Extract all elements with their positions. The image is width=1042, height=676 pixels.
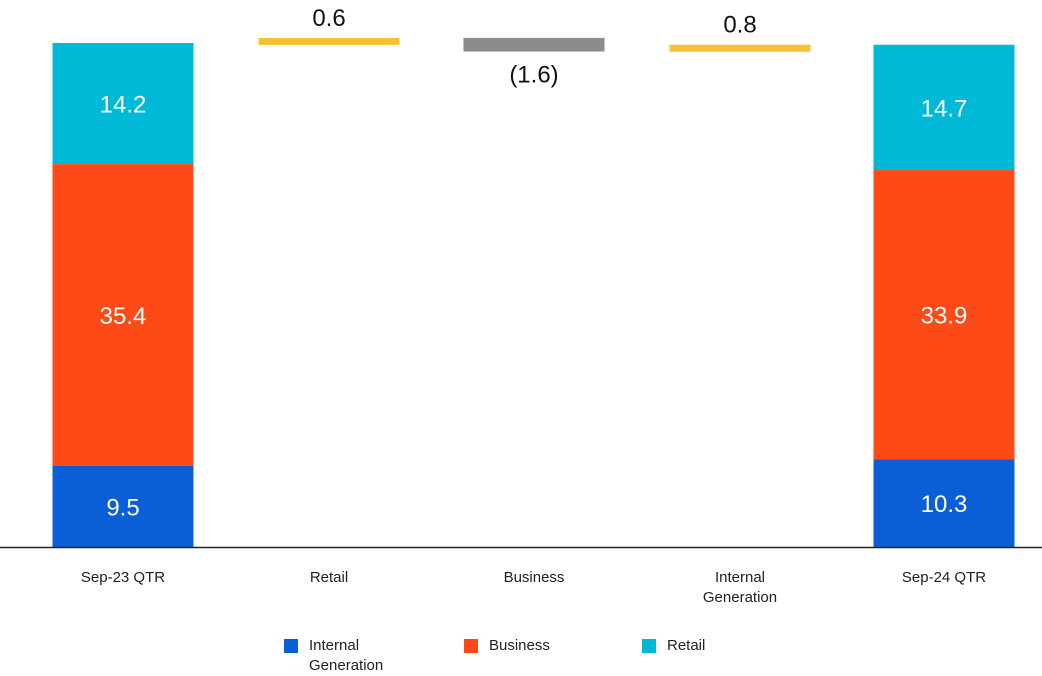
x-tick-label-retail: Retail [310, 569, 348, 586]
x-tick-label-sep-24-qtr: Sep-24 QTR [902, 569, 986, 586]
legend-item-retail: Retail [642, 636, 705, 656]
bar-sep-24-qtr-internal-generation [873, 459, 1015, 547]
delta-label-business: (1.6) [509, 62, 558, 89]
data-label-sep-23-qtr-internal-generation: 9.5 [106, 494, 139, 521]
waterfall-chart: 9.5 35.4 14.2 10.3 33.9 14.7 0.6 (1.6) 0.8 Sep-23… [0, 5, 1042, 606]
delta-bar-internal-generation [669, 44, 811, 52]
bar-sep-23-qtr-internal-generation [52, 465, 194, 547]
legend-item-internal-generation: Internal Generation [284, 636, 383, 676]
legend-label-retail: Retail [667, 637, 706, 654]
legend-swatch-retail [642, 639, 656, 653]
data-label-sep-24-qtr-internal-generation: 10.3 [921, 491, 968, 518]
x-tick-label-internal-generation: Internal Generation [703, 569, 777, 606]
delta-bar-retail [258, 37, 400, 45]
bar-sep-24-qtr-business [873, 170, 1015, 460]
data-label-sep-24-qtr-retail: 14.7 [921, 95, 968, 122]
delta-label-retail: 0.6 [312, 5, 345, 32]
delta-bar-business [463, 37, 605, 52]
legend-label-internal-generation: Internal Generation [309, 637, 384, 674]
data-label-sep-23-qtr-business: 35.4 [100, 303, 147, 330]
x-tick-label-business: Business [504, 569, 565, 586]
delta-label-internal-generation: 0.8 [723, 12, 756, 39]
legend-label-business: Business [489, 637, 550, 654]
bar-sep-24-qtr-retail [873, 44, 1015, 171]
legend-swatch-internal-generation [284, 639, 298, 653]
data-label-sep-23-qtr-retail: 14.2 [100, 92, 147, 119]
chart-legend: Internal Generation Business Retail [0, 636, 1042, 676]
data-label-sep-24-qtr-business: 33.9 [921, 303, 968, 330]
legend-item-business: Business [464, 636, 550, 656]
legend-swatch-business [464, 639, 478, 653]
x-tick-label-sep-23-qtr: Sep-23 QTR [81, 569, 165, 586]
bar-sep-23-qtr-business [52, 164, 194, 466]
bar-sep-23-qtr-retail [52, 43, 194, 165]
